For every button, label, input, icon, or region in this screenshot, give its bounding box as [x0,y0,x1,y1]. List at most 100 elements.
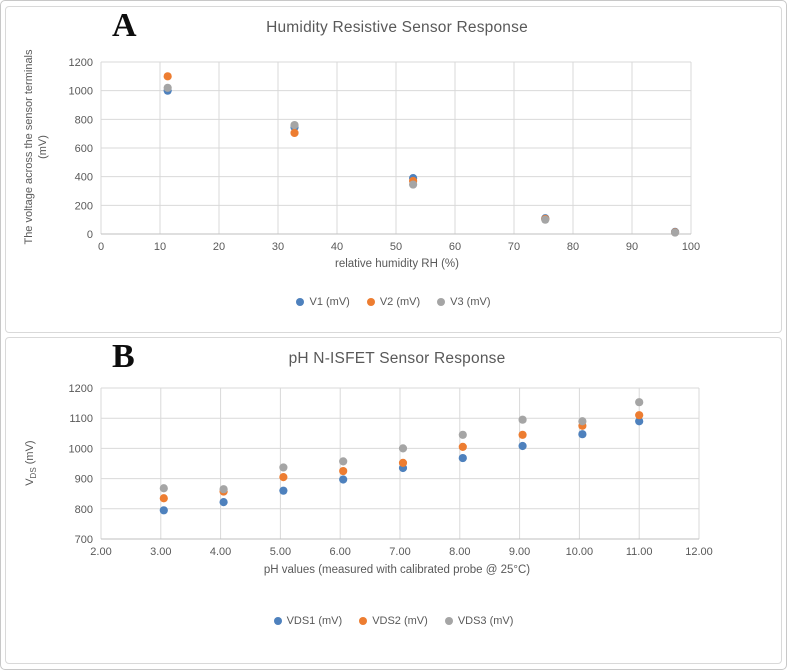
y-axis-label-prefix: V [23,478,36,486]
data-point [409,180,418,189]
y-axis-label-subscript: DS [29,467,39,479]
data-point [219,498,228,507]
data-point [159,484,168,493]
data-point [458,430,467,439]
x-tick-label: 11.00 [626,546,653,558]
data-point [290,128,299,138]
x-tick-label: 8.00 [449,546,470,558]
legend-label: V2 (mV) [379,296,421,308]
legend-marker-icon [366,298,375,306]
data-point [458,442,467,451]
y-tick-label: 1100 [69,413,93,425]
x-tick-label: 9.00 [509,546,530,558]
x-tick-label: 30 [272,241,284,253]
data-point [578,430,587,439]
data-point [398,444,408,453]
x-tick-label: 90 [626,241,638,253]
chart-panel-ph: 2.00 3.00 4.00 5.00 6.00 7.00 8.00 9.00 10.00 11.… [5,337,782,664]
data-point [339,457,348,466]
y-tick-label: 900 [75,474,93,486]
data-point [458,453,467,463]
data-point [518,415,527,424]
x-tick-label: 60 [449,241,461,253]
x-tick-label: 0 [98,241,104,253]
legend-label: V1 (mV) [309,296,350,308]
data-point [578,417,587,426]
legend-label: VDS3 (mV) [457,615,514,627]
x-tick-label: 70 [508,241,520,253]
y-tick-label: 400 [75,172,93,184]
x-tick-label: 10 [154,241,166,253]
y-tick-label: 600 [75,143,93,155]
legend-item: VDS1 (mV) [273,615,343,627]
legend-item: V3 (mV) [437,296,491,308]
legend-marker-icon [437,298,446,306]
legend-label: VDS1 (mV) [286,615,343,627]
y-tick-label: 1200 [69,57,93,69]
x-tick-label: 6.00 [329,546,350,558]
y-axis-label-suffix: (mV) [23,440,36,468]
x-tick-label: 10.00 [566,546,594,558]
y-tick-label: 800 [75,114,93,126]
humidity-chart-title: Humidity Resistive Sensor Response [266,19,528,36]
x-tick-label: 20 [213,241,225,253]
legend-label: VDS2 (mV) [372,615,428,627]
data-point [541,215,550,224]
x-tick-label: 4.00 [210,546,231,558]
data-point [279,472,288,482]
legend-marker-icon [296,298,305,306]
humidity-y-axis-label: The voltage across the sensor terminals … [22,1,50,297]
x-tick-label: 5.00 [270,546,291,558]
data-point [163,72,172,81]
x-tick-label: 50 [390,241,402,253]
x-tick-label: 12.00 [685,546,713,558]
data-point [670,228,680,237]
data-point [159,506,168,515]
y-axis-label-line1: The voltage across the sensor terminals [23,49,35,245]
legend-marker-icon [444,617,453,625]
data-point [339,466,348,476]
data-point [635,417,644,426]
humidity-chart-plot-area: 0 10 20 30 40 50 60 70 80 90 100020040060080010001… [69,57,701,253]
x-tick-label: 100 [682,241,700,253]
data-point [339,475,348,484]
y-tick-label: 1000 [69,443,93,455]
y-tick-label: 200 [75,200,93,212]
data-point [635,398,644,407]
y-tick-label: 700 [75,534,93,546]
data-point [159,494,168,503]
ph-chart-plot-area: 2.00 3.00 4.00 5.00 6.00 7.00 8.00 9.00 10.00 11.… [69,383,713,558]
legend-item: V2 (mV) [366,296,421,308]
legend-marker-icon [273,617,282,625]
chart-panel-humidity: 0 10 20 30 40 50 60 70 80 90 100 0 200 400 600 800 1000 1… [5,6,782,333]
panel-label-b: B [112,338,135,375]
legend-label: V3 (mV) [450,296,491,308]
data-point [163,83,172,92]
x-tick-label: 80 [567,241,579,253]
data-point [279,486,288,495]
data-point [290,120,299,130]
data-point [398,458,408,467]
ph-y-axis-label: VDS (mV) [23,403,41,523]
ph-x-axis-label: pH values (measured with calibrated prob… [263,564,531,576]
x-tick-label: 3.00 [150,546,171,558]
x-tick-label: 40 [331,241,343,253]
legend-item: VDS2 (mV) [359,615,428,627]
humidity-chart-legend: V1 (mV) V2 (mV) V3 (mV) [6,296,781,308]
y-tick-label: 1200 [69,383,93,395]
ph-chart-legend: VDS1 (mV) VDS2 (mV) VDS3 (mV) [6,615,781,627]
panel-label-a: A [112,7,137,44]
data-point [635,411,644,420]
humidity-x-axis-label: relative humidity RH (%) [335,258,459,270]
y-tick-label: 0 [87,229,93,241]
legend-marker-icon [359,617,368,625]
data-point [518,441,527,451]
y-tick-label: 1000 [69,86,93,98]
data-point [219,485,228,494]
legend-item: VDS3 (mV) [444,615,514,627]
ph-chart-title: pH N-ISFET Sensor Response [288,350,506,367]
data-point [279,463,288,472]
x-tick-label: 2.00 [90,546,111,558]
data-point [518,430,527,439]
